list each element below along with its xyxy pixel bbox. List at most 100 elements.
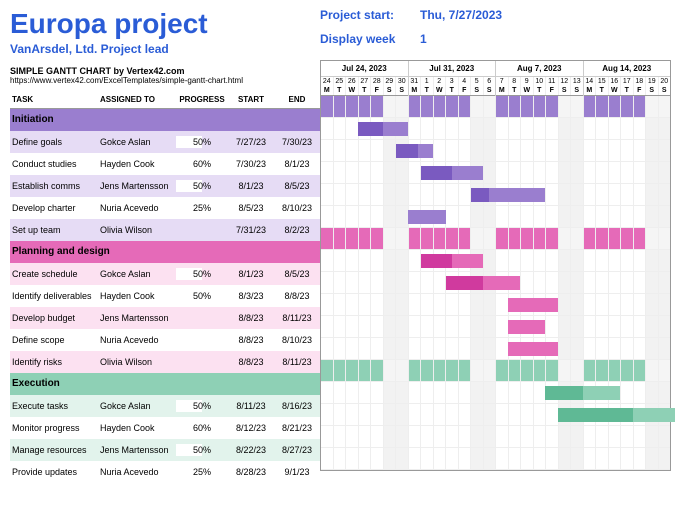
day-number: 30 — [395, 77, 408, 86]
gantt-bar — [408, 210, 445, 224]
task-assigned: Jens Martensson — [98, 307, 176, 329]
week-column: Aug 14, 202314151617181920MTWTFSS — [583, 61, 671, 96]
task-progress: 50% — [176, 131, 228, 153]
task-end: 8/5/23 — [274, 175, 320, 197]
task-end: 8/2/23 — [274, 219, 320, 241]
day-of-week: S — [558, 86, 571, 95]
day-of-week: W — [433, 86, 446, 95]
task-start: 8/3/23 — [228, 285, 274, 307]
day-of-week: S — [383, 86, 396, 95]
gantt-bar — [558, 408, 675, 422]
col-start: START — [228, 91, 274, 109]
task-end: 8/27/23 — [274, 439, 320, 461]
day-number: 13 — [570, 77, 583, 86]
task-progress — [176, 351, 228, 373]
gantt-bar-progress — [358, 122, 383, 136]
gantt-bar — [508, 342, 558, 356]
task-end: 9/1/23 — [274, 461, 320, 483]
gantt-row — [321, 162, 670, 184]
gantt-row — [321, 96, 670, 118]
task-row: Identify deliverablesHayden Cook50%8/3/2… — [10, 285, 320, 307]
task-row: Develop charterNuria Acevedo25%8/5/238/1… — [10, 197, 320, 219]
day-number: 28 — [370, 77, 383, 86]
week-label: Jul 24, 2023 — [321, 61, 408, 77]
task-progress: 50% — [176, 263, 228, 285]
day-number: 2 — [433, 77, 446, 86]
day-of-week: T — [508, 86, 521, 95]
task-end: 8/21/23 — [274, 417, 320, 439]
task-row: Conduct studiesHayden Cook60%7/30/238/1/… — [10, 153, 320, 175]
task-progress: 50% — [176, 395, 228, 417]
task-start: 8/8/23 — [228, 307, 274, 329]
gantt-bar-progress — [396, 144, 418, 158]
gantt-bar — [471, 188, 546, 202]
gantt-bar-progress — [545, 386, 582, 400]
task-assigned: Hayden Cook — [98, 153, 176, 175]
task-row: Execute tasksGokce Aslan50%8/11/238/16/2… — [10, 395, 320, 417]
task-start: 8/1/23 — [228, 263, 274, 285]
task-progress — [176, 329, 228, 351]
task-start: 8/11/23 — [228, 395, 274, 417]
day-number: 24 — [321, 77, 333, 86]
task-row: Define goalsGokce Aslan50%7/27/237/30/23 — [10, 131, 320, 153]
task-end: 8/11/23 — [274, 351, 320, 373]
section-name: Initiation — [10, 109, 320, 131]
task-name: Develop charter — [10, 197, 98, 219]
day-number: 9 — [520, 77, 533, 86]
task-name: Identify risks — [10, 351, 98, 373]
task-name: Define scope — [10, 329, 98, 351]
gantt-row — [321, 184, 670, 206]
day-number: 10 — [533, 77, 546, 86]
section-header-row: Execution — [10, 373, 320, 395]
task-row: Define scopeNuria Acevedo8/8/238/10/23 — [10, 329, 320, 351]
task-start: 8/8/23 — [228, 329, 274, 351]
col-end: END — [274, 91, 320, 109]
day-of-week: W — [608, 86, 621, 95]
task-end: 8/16/23 — [274, 395, 320, 417]
task-assigned: Olivia Wilson — [98, 219, 176, 241]
task-progress: 60% — [176, 153, 228, 175]
task-progress: 50% — [176, 439, 228, 461]
week-label: Aug 14, 2023 — [584, 61, 671, 77]
day-of-week: W — [520, 86, 533, 95]
col-assigned: ASSIGNED TO — [98, 91, 176, 109]
day-of-week: M — [409, 86, 421, 95]
task-end: 7/30/23 — [274, 131, 320, 153]
section-name: Execution — [10, 373, 320, 395]
task-name: Create schedule — [10, 263, 98, 285]
week-column: Aug 7, 202378910111213MTWTFSS — [495, 61, 583, 96]
gantt-row — [321, 404, 670, 426]
display-week-label: Display week — [320, 32, 420, 46]
task-assigned: Olivia Wilson — [98, 351, 176, 373]
day-number: 1 — [420, 77, 433, 86]
task-start: 8/22/23 — [228, 439, 274, 461]
gantt-bar-progress — [558, 408, 633, 422]
gantt-row — [321, 250, 670, 272]
day-of-week: S — [658, 86, 671, 95]
task-name: Provide updates — [10, 461, 98, 483]
task-row: Monitor progressHayden Cook60%8/12/238/2… — [10, 417, 320, 439]
day-of-week: W — [345, 86, 358, 95]
day-of-week: T — [595, 86, 608, 95]
task-assigned: Gokce Aslan — [98, 131, 176, 153]
day-number: 5 — [470, 77, 483, 86]
gantt-bar-progress — [471, 188, 490, 202]
task-progress — [176, 307, 228, 329]
task-progress — [176, 219, 228, 241]
day-number: 3 — [445, 77, 458, 86]
day-of-week: T — [533, 86, 546, 95]
day-number: 15 — [595, 77, 608, 86]
task-progress: 60% — [176, 417, 228, 439]
day-of-week: T — [620, 86, 633, 95]
task-row: Set up teamOlivia Wilson7/31/238/2/23 — [10, 219, 320, 241]
week-column: Jul 31, 202331123456MTWTFSS — [408, 61, 496, 96]
day-number: 14 — [584, 77, 596, 86]
project-start-label: Project start: — [320, 8, 420, 22]
day-of-week: S — [395, 86, 408, 95]
task-start: 8/12/23 — [228, 417, 274, 439]
task-assigned: Jens Martensson — [98, 175, 176, 197]
day-of-week: S — [570, 86, 583, 95]
gantt-row — [321, 206, 670, 228]
week-label: Jul 31, 2023 — [409, 61, 496, 77]
task-name: Conduct studies — [10, 153, 98, 175]
